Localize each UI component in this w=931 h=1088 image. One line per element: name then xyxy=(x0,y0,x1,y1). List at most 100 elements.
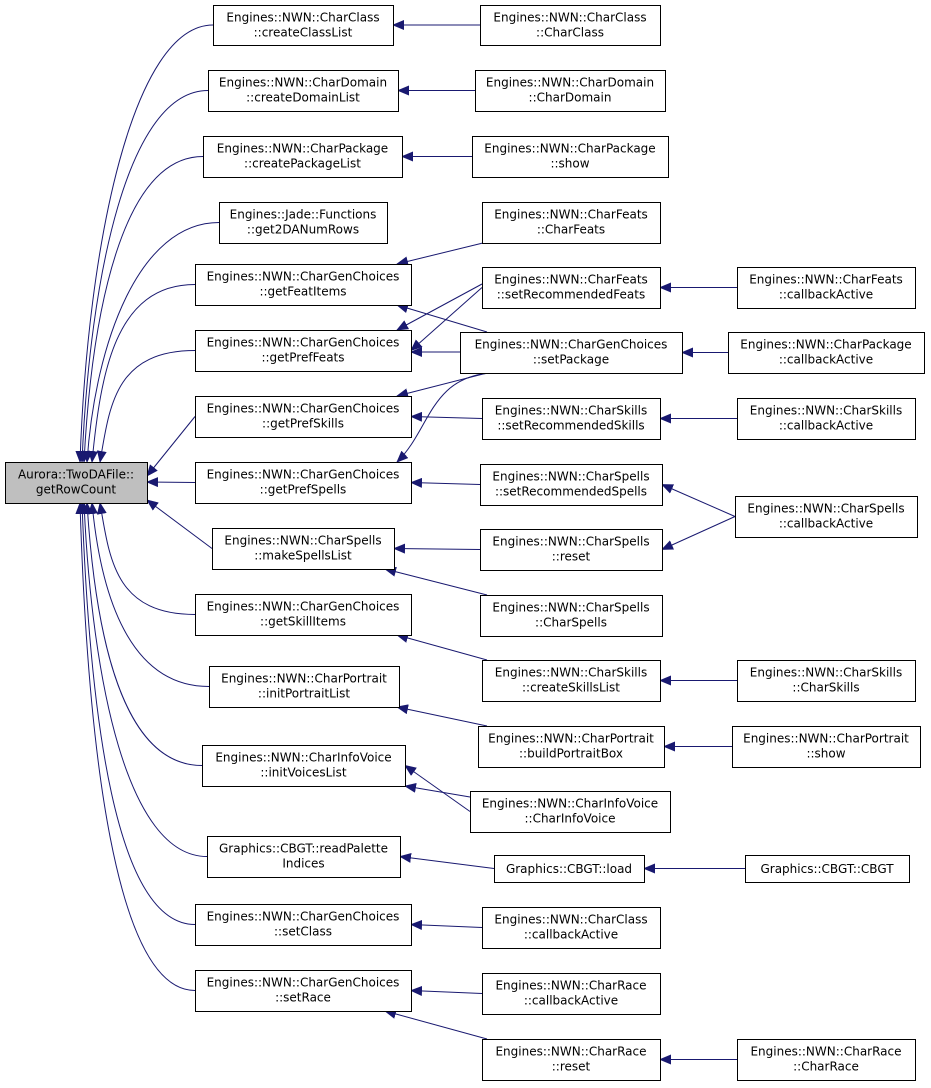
node-label: Engines::NWN::CharFeats xyxy=(749,273,903,287)
node-box xyxy=(213,5,394,46)
node-label: ::buildPortraitBox xyxy=(519,747,623,761)
node-label: Engines::NWN::CharInfoVoice xyxy=(482,797,658,811)
node-box xyxy=(5,462,148,504)
node-label: ::callbackActive xyxy=(779,353,873,367)
edge xyxy=(77,90,209,463)
node-label: ::CharDomain xyxy=(529,91,612,105)
node-label: Engines::NWN::CharPackage xyxy=(740,338,911,352)
node-label: Engines::NWN::CharPortrait xyxy=(221,672,387,686)
node-box xyxy=(480,529,663,571)
node-box xyxy=(460,332,683,374)
node: Engines::NWN::CharSkills::CharSkills xyxy=(737,660,916,702)
edge xyxy=(396,241,488,267)
edge xyxy=(410,477,481,488)
edge xyxy=(82,222,220,463)
node-label: Engines::NWN::CharPortrait xyxy=(743,732,909,746)
node-box xyxy=(480,464,663,506)
edge xyxy=(399,852,495,869)
node-label: Engines::NWN::CharClass xyxy=(494,913,647,927)
node-label: Engines::NWN::CharRace xyxy=(495,979,646,993)
edge xyxy=(88,284,196,463)
node-label: Engines::Jade::Functions xyxy=(230,208,377,222)
node-label: ::callbackActive xyxy=(524,928,618,942)
node-box xyxy=(195,970,412,1012)
node-label: ::setRecommendedFeats xyxy=(497,288,645,302)
node-label: Engines::NWN::CharSkills xyxy=(495,666,647,680)
node-box xyxy=(494,855,645,883)
node-label: Engines::NWN::CharDomain xyxy=(486,76,654,90)
node: Engines::NWN::CharFeats::setRecommendedF… xyxy=(482,267,661,309)
node-label: ::reset xyxy=(552,550,591,564)
node: Engines::NWN::CharSpells::reset xyxy=(480,529,663,571)
node: Engines::NWN::CharInfoVoice::initVoicesL… xyxy=(202,745,406,787)
node-box xyxy=(195,594,412,636)
edge xyxy=(404,782,471,798)
node-label: Engines::NWN::CharSkills xyxy=(495,404,647,418)
node-label: ::CharClass xyxy=(536,26,604,40)
node-label: ::show xyxy=(550,157,589,171)
edge xyxy=(79,156,204,463)
node: Engines::NWN::CharSkills::createSkillsLi… xyxy=(482,660,661,702)
node-box xyxy=(195,264,412,306)
node-box xyxy=(208,70,399,112)
edge xyxy=(146,477,196,488)
node: Engines::NWN::CharClass::CharClass xyxy=(480,5,661,46)
edge xyxy=(410,287,483,352)
edge xyxy=(396,303,488,333)
edge xyxy=(410,919,483,930)
node-label: Engines::NWN::CharGenChoices xyxy=(207,270,400,284)
node: Engines::NWN::CharInfoVoice::CharInfoVoi… xyxy=(470,791,671,833)
node-label: getRowCount xyxy=(36,483,117,497)
node-box xyxy=(219,202,388,244)
node-label: Engines::NWN::CharPortrait xyxy=(488,732,654,746)
node: Engines::NWN::CharPortrait::buildPortrai… xyxy=(478,726,665,768)
node-label: ::initVoicesList xyxy=(260,766,347,780)
node-box xyxy=(482,202,661,244)
node: Engines::NWN::CharGenChoices::getPrefSpe… xyxy=(195,462,412,504)
node-label: ::getPrefSkills xyxy=(262,417,344,431)
node-label: Engines::NWN::CharGenChoices xyxy=(207,402,400,416)
node: Engines::NWN::CharGenChoices::getPrefSki… xyxy=(195,396,412,438)
node: Aurora::TwoDAFile::getRowCount xyxy=(5,462,148,504)
edge xyxy=(410,411,483,422)
edge xyxy=(396,633,488,661)
edge xyxy=(77,502,196,925)
edge xyxy=(96,502,196,615)
node: Engines::NWN::CharGenChoices::setPackage xyxy=(460,332,683,374)
node-box xyxy=(209,666,400,708)
node-label: ::CharSkills xyxy=(792,681,859,695)
node: Engines::NWN::CharSpells::CharSpells xyxy=(480,595,663,637)
node-label: Engines::NWN::CharRace xyxy=(750,1045,901,1059)
node-label: ::reset xyxy=(552,1060,591,1074)
node-box xyxy=(737,398,916,440)
node-box xyxy=(482,267,661,309)
node-label: Aurora::TwoDAFile:: xyxy=(18,468,134,482)
node: Engines::NWN::CharSpells::makeSpellsList xyxy=(212,528,395,570)
node-label: Engines::NWN::CharGenChoices xyxy=(207,468,400,482)
node-box xyxy=(737,660,916,702)
node-box xyxy=(480,5,661,46)
node-label: ::getPrefSpells xyxy=(260,483,347,497)
node-box xyxy=(478,726,665,768)
node-label: Engines::NWN::CharPackage xyxy=(484,142,655,156)
node-box xyxy=(195,396,412,438)
edge xyxy=(384,1009,488,1040)
node-label: Graphics::CBGT::readPalette xyxy=(219,842,388,856)
node-label: ::callbackActive xyxy=(779,419,873,433)
node: Engines::NWN::CharSpells::callbackActive xyxy=(735,496,918,538)
node-label: Indices xyxy=(282,857,324,871)
node-label: ::CharRace xyxy=(793,1060,859,1074)
node: Engines::NWN::CharPortrait::initPortrait… xyxy=(209,666,400,708)
node: Engines::NWN::CharDomain::createDomainLi… xyxy=(208,70,399,112)
node-label: ::createSkillsList xyxy=(522,681,620,695)
node-box xyxy=(745,855,910,883)
node-label: ::getPrefFeats xyxy=(261,351,344,365)
node-label: Engines::NWN::CharInfoVoice xyxy=(215,751,391,765)
edge xyxy=(75,24,214,463)
node-box xyxy=(472,136,669,178)
node: Engines::NWN::CharDomain::CharDomain xyxy=(475,70,666,112)
node-label: Engines::NWN::CharSkills xyxy=(750,404,902,418)
node-label: ::setClass xyxy=(274,925,332,939)
node-label: ::callbackActive xyxy=(779,288,873,302)
